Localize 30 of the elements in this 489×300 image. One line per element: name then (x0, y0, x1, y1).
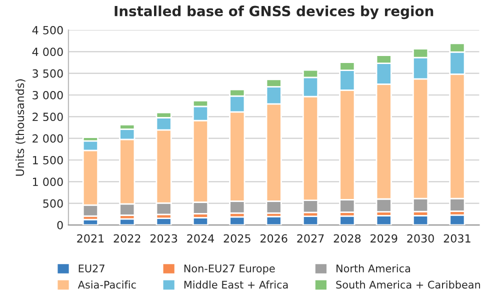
x-tick-label: 2023 (150, 234, 178, 243)
y-tick-label: 3 000 (32, 90, 63, 100)
x-tick-label: 2022 (114, 234, 140, 243)
y-tick-label: 2 000 (32, 134, 63, 143)
y-tick-label: 3 500 (32, 69, 63, 78)
x-tick-label: 2021 (77, 234, 104, 243)
legend-label: South America + Caribbean (336, 280, 480, 289)
legend-label: Middle East + Africa (184, 280, 288, 289)
x-tick-label: 2025 (224, 234, 250, 243)
bar (449, 214, 466, 225)
y-axis-title: Units (thousands) (15, 79, 26, 176)
y-tick-label: 1 000 (33, 178, 63, 186)
y-tick-label: 4 500 (32, 26, 63, 34)
x-tick-label: 2030 (407, 234, 434, 243)
y-tick-label: 1 500 (33, 156, 63, 164)
x-tick-label: 2028 (334, 234, 361, 243)
y-tick-label: 0 (57, 220, 63, 230)
y-tick-label: 2 500 (32, 112, 63, 122)
y-tick-label: 500 (43, 199, 63, 208)
legend-label: North America (336, 264, 410, 272)
legend-label: Non-EU27 Europe (184, 264, 275, 274)
y-tick-label: 4 000 (32, 48, 63, 56)
x-tick-label: 2027 (297, 234, 324, 243)
legend-label: EU27 (78, 264, 104, 272)
x-tick-label: 2031 (444, 234, 470, 243)
chart-title: Installed base of GNSS devices by region (114, 6, 434, 20)
x-tick-label: 2026 (260, 234, 288, 243)
legend-label: Asia-Pacific (78, 280, 136, 289)
x-tick-label: 2029 (370, 234, 398, 243)
x-tick-label: 2024 (187, 234, 214, 243)
